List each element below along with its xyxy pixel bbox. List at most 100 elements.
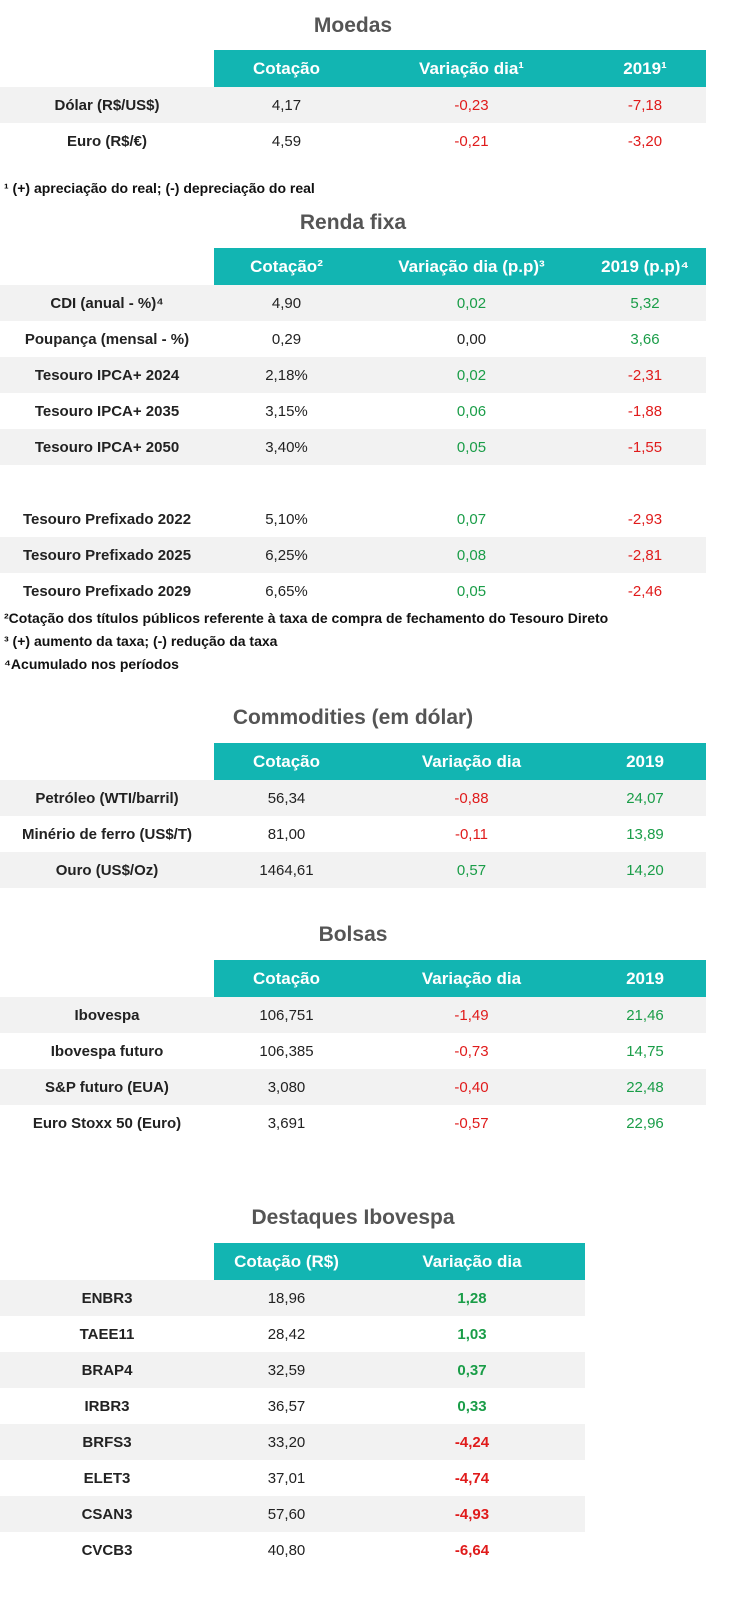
row-variacao: -0,11 [454,825,489,843]
row-label: Petróleo (WTI/barril) [0,780,214,816]
row-variacao: -0,21 [454,132,489,150]
row-ano: -3,20 [627,132,663,150]
moedas-footnote: ¹ (+) apreciação do real; (-) depreciaçã… [4,180,315,196]
table-row: BRFS3 33,20 -4,24 [0,1424,585,1460]
row-label: Euro (R$/€) [66,132,147,150]
row-cotacao: 6,25% [214,537,359,573]
bolsas-table: Cotação Variação dia 2019 Ibovespa 106,75… [0,960,706,1141]
row-label: Euro Stoxx 50 (Euro) [32,1114,182,1132]
row-variacao: -0,57 [454,1114,489,1132]
row-cotacao: 3,15% [265,402,308,420]
row-cotacao: 4,90 [214,285,359,321]
header-ano: 2019¹ [584,50,706,87]
row-label: Tesouro IPCA+ 2035 [34,402,180,420]
table-row: Ibovespa futuro 106,385 -0,73 14,75 [0,1033,706,1069]
row-cotacao: 4,17 [214,87,359,123]
table-header-row: Cotação² Variação dia (p.p)³ 2019 (p.p)⁴ [0,248,706,285]
header-cotacao: Cotação [214,50,359,87]
row-label: CVCB3 [81,1541,133,1559]
table-row: Tesouro IPCA+ 2050 3,40% 0,05 -1,55 [0,429,706,465]
table-row: ELET3 37,01 -4,74 [0,1460,585,1496]
row-ano: 5,32 [584,285,706,321]
table-row: Euro (R$/€) 4,59 -0,21 -3,20 [0,123,706,159]
header-ano: 2019 [584,743,706,780]
row-variacao: 0,37 [359,1352,585,1388]
table-row: CDI (anual - %)⁴ 4,90 0,02 5,32 [0,285,706,321]
row-variacao: 0,06 [456,402,487,420]
commodities-table: Cotação Variação dia 2019 Petróleo (WTI/… [0,743,706,888]
table-row: Petróleo (WTI/barril) 56,34 -0,88 24,07 [0,780,706,816]
row-cotacao: 33,20 [214,1424,359,1460]
commodities-title: Commodities (em dólar) [232,706,474,729]
table-row: Tesouro Prefixado 2025 6,25% 0,08 -2,81 [0,537,706,573]
row-ano: 14,75 [626,1042,664,1060]
row-cotacao: 18,96 [214,1280,359,1316]
row-ano: -2,31 [584,357,706,393]
header-cotacao: Cotação (R$) [214,1243,359,1280]
row-label: CDI (anual - %)⁴ [0,285,214,321]
row-label: Ouro (US$/Oz) [0,852,214,888]
row-variacao: -1,49 [359,997,584,1033]
header-variacao: Variação dia (p.p)³ [359,248,584,285]
table-row: Ibovespa 106,751 -1,49 21,46 [0,997,706,1033]
row-variacao: 0,02 [359,357,584,393]
row-variacao: 0,33 [457,1397,487,1415]
row-variacao: -4,93 [359,1496,585,1532]
row-cotacao: 0,29 [271,330,302,348]
row-cotacao: 36,57 [267,1397,306,1415]
row-ano: -7,18 [584,87,706,123]
renda-fixa-footnote-4: ⁴Acumulado nos períodos [4,656,179,672]
row-cotacao: 5,10% [265,510,308,528]
row-ano: 13,89 [626,825,664,843]
destaques-table: Cotação (R$) Variação dia ENBR3 18,96 1,28… [0,1243,585,1568]
row-variacao: 0,57 [359,852,584,888]
header-cotacao: Cotação [214,960,359,997]
row-label: Tesouro IPCA+ 2024 [0,357,214,393]
header-cotacao: Cotação² [214,248,359,285]
row-label: Ibovespa futuro [50,1042,164,1060]
table-header-row: Cotação Variação dia 2019 [0,743,706,780]
row-variacao: 0,07 [456,510,487,528]
destaques-title: Destaques Ibovespa [251,1206,455,1229]
header-cotacao: Cotação [214,743,359,780]
row-label: Ibovespa [0,997,214,1033]
table-row: Dólar (R$/US$) 4,17 -0,23 -7,18 [0,87,706,123]
row-ano: 3,66 [630,330,660,348]
row-ano: 22,48 [584,1069,706,1105]
row-variacao: -4,24 [359,1424,585,1460]
table-row: Poupança (mensal - %) 0,29 0,00 3,66 [0,321,706,357]
row-label: ELET3 [83,1469,131,1487]
row-variacao: 0,02 [359,285,584,321]
table-row: TAEE11 28,42 1,03 [0,1316,585,1352]
table-row: CVCB3 40,80 -6,64 [0,1532,585,1568]
row-ano: -2,93 [627,510,663,528]
renda-fixa-footnote-3: ³ (+) aumento da taxa; (-) redução da ta… [4,633,278,649]
row-label: TAEE11 [79,1325,135,1343]
row-cotacao: 106,751 [214,997,359,1033]
table-row: Ouro (US$/Oz) 1464,61 0,57 14,20 [0,852,706,888]
row-variacao: -0,40 [359,1069,584,1105]
table-row: ENBR3 18,96 1,28 [0,1280,585,1316]
row-cotacao: 3,080 [214,1069,359,1105]
row-variacao: 0,05 [456,582,487,600]
row-label: Tesouro IPCA+ 2050 [0,429,214,465]
row-ano: 24,07 [584,780,706,816]
row-cotacao: 57,60 [214,1496,359,1532]
row-label: BRFS3 [0,1424,214,1460]
table-row: Euro Stoxx 50 (Euro) 3,691 -0,57 22,96 [0,1105,706,1141]
row-variacao: -0,23 [359,87,584,123]
row-label: Tesouro Prefixado 2029 [22,582,192,600]
table-row: Minério de ferro (US$/T) 81,00 -0,11 13,89 [0,816,706,852]
table-row: Tesouro Prefixado 2022 5,10% 0,07 -2,93 [0,501,706,537]
table-header-row: Cotação Variação dia¹ 2019¹ [0,50,706,87]
row-ano: -2,81 [584,537,706,573]
row-cotacao: 2,18% [214,357,359,393]
header-variacao: Variação dia¹ [359,50,584,87]
row-cotacao: 37,01 [267,1469,306,1487]
row-cotacao: 1464,61 [214,852,359,888]
row-label: Dólar (R$/US$) [0,87,214,123]
row-ano: -2,46 [627,582,663,600]
row-variacao: -0,88 [359,780,584,816]
row-ano: -1,55 [584,429,706,465]
row-label: ENBR3 [0,1280,214,1316]
